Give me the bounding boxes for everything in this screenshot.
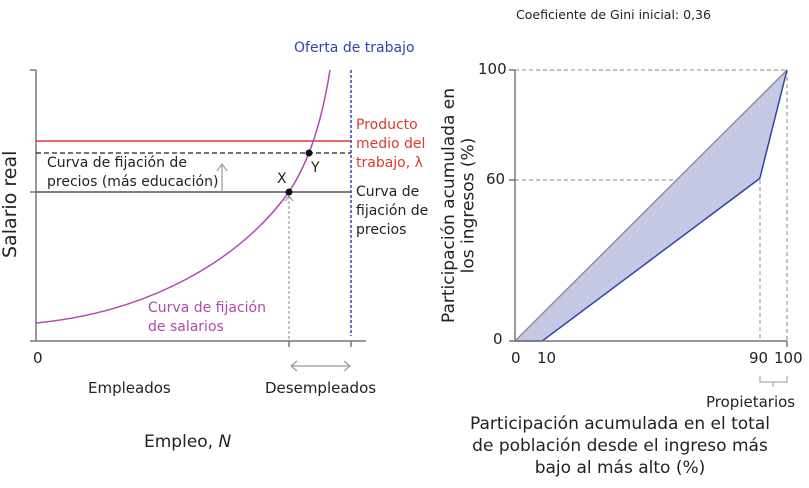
price-curve-label-2: fijación de: [356, 203, 429, 219]
employed-label: Empleados: [88, 379, 171, 397]
left-origin: 0: [33, 349, 43, 367]
price-curve-education-label-1: Curva de fijación de: [47, 155, 187, 171]
avg-product-label-3: trabajo, λ: [356, 155, 423, 171]
gini-title: Coeficiente de Gini inicial: 0,36: [516, 7, 711, 22]
y-tick-60: 60: [486, 170, 506, 188]
point-x: [285, 188, 293, 196]
price-curve-label-1: Curva de: [356, 184, 420, 200]
left-x-axis-label: Empleo, N: [144, 432, 232, 452]
unemployed-label: Desempleados: [265, 379, 377, 397]
x-tick-90: 90: [749, 349, 769, 367]
y-tick-100: 100: [478, 60, 507, 78]
left-y-axis-label: Salario real: [0, 150, 21, 258]
y-tick-0: 0: [493, 330, 503, 348]
price-curve-education-label-2: precios (más educación): [47, 174, 219, 190]
point-y-label: Y: [311, 160, 320, 176]
x-tick-10: 10: [537, 349, 557, 367]
right-y-axis-label-2: los ingresos (%): [458, 137, 479, 273]
owners-bracket: [759, 376, 788, 387]
wage-curve-label-2: de salarios: [148, 319, 224, 335]
avg-product-label-1: Producto: [356, 117, 418, 133]
point-y: [305, 149, 313, 157]
right-y-axis-label-1: Participación acumulada en: [438, 87, 459, 323]
wage-curve-label-1: Curva de fijación: [148, 300, 266, 316]
owners-label: Propietarios: [706, 393, 796, 411]
right-x-axis-label: Participación acumulada en el total de p…: [470, 414, 770, 478]
avg-product-label-2: medio del: [356, 136, 426, 152]
price-curve-label-3: precios: [356, 222, 407, 238]
equality-line: [514, 69, 788, 342]
x-tick-0: 0: [511, 349, 521, 367]
x-tick-100: 100: [774, 349, 803, 367]
labor-supply-label: Oferta de trabajo: [294, 40, 415, 56]
wage-setting-curve: [35, 69, 331, 324]
point-x-label: X: [277, 171, 287, 187]
